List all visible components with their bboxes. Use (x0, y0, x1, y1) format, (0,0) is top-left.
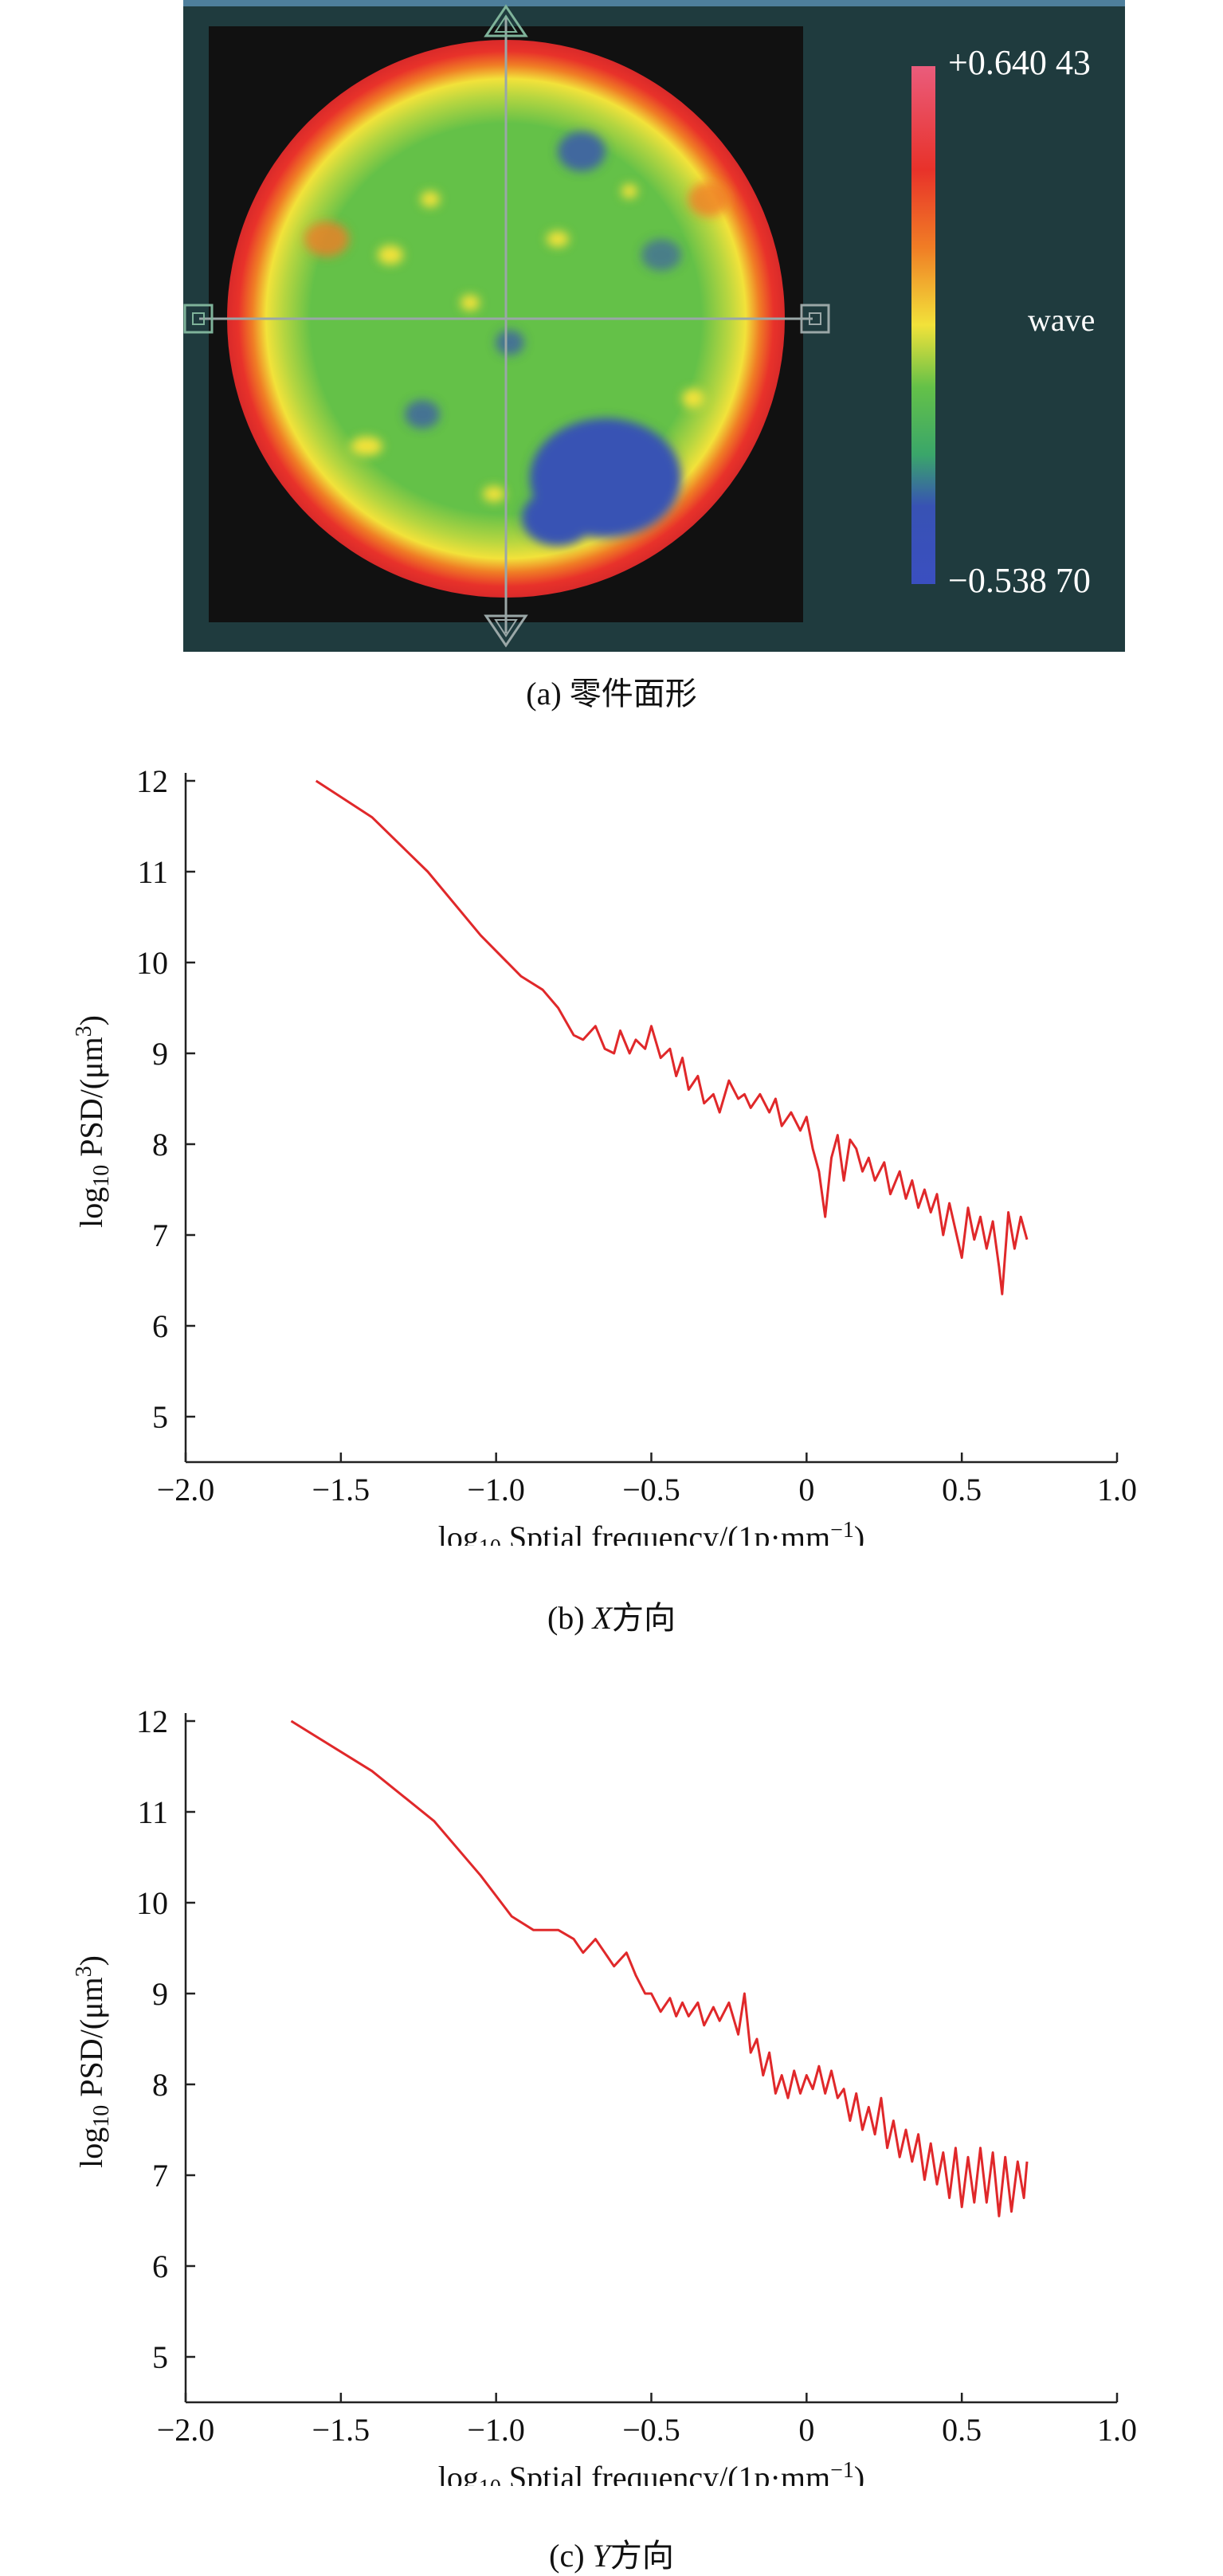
crosshair-handle-bottom[interactable] (484, 614, 528, 648)
y-tick-label: 9 (152, 1976, 168, 2012)
surface-map-svg: +0.640 43 wave −0.538 70 (183, 0, 1125, 652)
x-tick-label: 1.0 (1097, 2412, 1137, 2448)
x-tick-label: −1.5 (312, 2412, 370, 2448)
x-tick-label: 0.5 (942, 2412, 982, 2448)
y-axis-label-main: PSD/(μm (73, 1977, 109, 2104)
x-axis-label-sub: 10 (479, 2476, 501, 2486)
x-tick-label: 0.5 (942, 1472, 982, 1508)
y-axis-label-pre: log (73, 2127, 109, 2168)
y-axis-label-sup: 3 (72, 1025, 96, 1037)
y-axis-label: log10 PSD/(μm3) (72, 1955, 114, 2168)
psd-series-line (315, 779, 1029, 1296)
y-tick-label: 9 (152, 1036, 168, 1072)
x-axis-label: log10 Sptial frequency/(1p·mm−1) (438, 1518, 864, 1546)
legend-max-label: +0.640 43 (948, 43, 1091, 82)
crosshair-handle-left[interactable] (183, 304, 214, 334)
x-tick-label: −2.0 (157, 1472, 215, 1508)
y-tick-label: 12 (136, 763, 168, 799)
y-tick-label: 11 (137, 854, 168, 890)
caption-a: (a) 零件面形 (526, 676, 697, 712)
x-axis-label-end: ) (854, 2460, 864, 2486)
caption-c: (c) Y方向 (0, 2530, 1223, 2576)
y-axis-label-main: PSD/(μm (73, 1037, 109, 1164)
y-axis-label-sub: 10 (89, 2105, 114, 2127)
y-tick-label: 5 (152, 2339, 168, 2375)
x-tick-label: −1.5 (312, 1472, 370, 1508)
y-tick-label: 6 (152, 2249, 168, 2284)
y-axis-label-end: ) (73, 1955, 109, 1966)
y-tick-label: 6 (152, 1308, 168, 1344)
surface-patches (304, 131, 730, 546)
caption-c-suffix: 方向 (610, 2538, 674, 2574)
caption-b-prefix: (b) (547, 1600, 593, 1636)
x-axis-label-sub: 10 (479, 1535, 501, 1546)
x-axis-label-sup: −1 (830, 2458, 854, 2483)
psd-chart-y: −2.0 −1.5 −1.0 −0.5 0 0.5 1.0 5 6 7 8 9 10 11 12 log10 … (72, 1704, 1137, 2486)
legend-unit-label: wave (1028, 302, 1095, 338)
x-axis-label-pre: log (438, 2460, 479, 2486)
x-axis-label-main: Sptial frequency/(1p·mm (501, 1519, 830, 1546)
y-axis-label-pre: log (73, 1187, 109, 1228)
x-tick-label: 1.0 (1097, 1472, 1137, 1508)
x-axis-label-sup: −1 (830, 1518, 854, 1543)
caption-b-suffix: 方向 (612, 1600, 676, 1636)
x-tick-label: −0.5 (622, 1472, 680, 1508)
y-axis-label-end: ) (73, 1015, 109, 1025)
y-tick-label: 12 (136, 1704, 168, 1739)
y-axis-label: log10 PSD/(μm3) (72, 1015, 114, 1228)
crosshair-handle-right[interactable] (800, 304, 830, 334)
x-axis-label-pre: log (438, 1519, 479, 1546)
y-axis-label-sub: 10 (89, 1165, 114, 1187)
x-axis-label-main: Sptial frequency/(1p·mm (501, 2460, 830, 2486)
x-tick-label: −2.0 (157, 2412, 215, 2448)
x-tick-label: −1.0 (467, 2412, 525, 2448)
x-tick-label: 0 (798, 1472, 814, 1508)
y-tick-label: 10 (136, 945, 168, 981)
psd-series-line (290, 1719, 1029, 2217)
x-tick-label: −1.0 (467, 1472, 525, 1508)
y-tick-label: 7 (152, 2158, 168, 2194)
caption-c-prefix: (c) (549, 2538, 593, 2574)
y-tick-label: 5 (152, 1399, 168, 1435)
caption-b-var: X (592, 1600, 613, 1636)
top-strip (183, 0, 1125, 6)
caption-c-var: Y (592, 2538, 610, 2574)
y-tick-label: 11 (137, 1794, 168, 1830)
y-tick-label: 8 (152, 2067, 168, 2103)
surface-map-panel: +0.640 43 wave −0.538 70 (183, 0, 1125, 652)
psd-chart-x: −2.0 −1.5 −1.0 −0.5 0 0.5 1.0 5 6 7 8 9 10 11 12 log10 … (72, 763, 1137, 1546)
legend-min-label: −0.538 70 (948, 561, 1091, 600)
x-axis-label: log10 Sptial frequency/(1p·mm−1) (438, 2458, 864, 2486)
x-axis-label-end: ) (854, 1519, 864, 1546)
color-legend-bar (911, 66, 935, 584)
crosshair-handle-top[interactable] (484, 4, 528, 37)
x-tick-label: −0.5 (622, 2412, 680, 2448)
y-tick-label: 7 (152, 1217, 168, 1253)
y-tick-label: 8 (152, 1127, 168, 1163)
y-tick-label: 10 (136, 1885, 168, 1921)
y-axis-label-sup: 3 (72, 1966, 96, 1977)
x-tick-label: 0 (798, 2412, 814, 2448)
caption-b: (b) X方向 (0, 1592, 1223, 1638)
